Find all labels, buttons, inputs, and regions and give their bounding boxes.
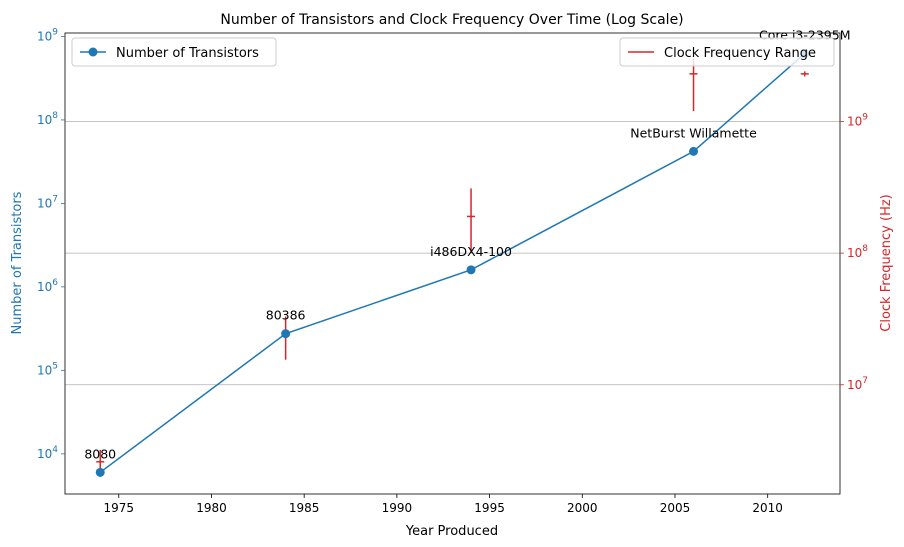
x-tick-label: 1980 <box>196 501 227 515</box>
x-tick-label: 2000 <box>567 501 598 515</box>
x-axis-label: Year Produced <box>405 524 498 539</box>
x-tick-label: 1995 <box>474 501 505 515</box>
legend-transistors-marker <box>88 47 98 57</box>
transistor-point <box>281 329 291 339</box>
plot-area-frame <box>64 32 841 495</box>
grid-lines <box>65 121 840 386</box>
right-axis-ticks: 107 108 109 <box>840 112 868 392</box>
x-tick-label: 1975 <box>103 501 134 515</box>
x-tick-label: 2010 <box>752 501 783 515</box>
point-label: 80386 <box>266 308 306 323</box>
left-tick-label: 105 <box>37 361 58 377</box>
point-annotations: 8080 80386 i486DX4-100 NetBurst Willamette C… <box>84 28 850 462</box>
left-tick-label: 109 <box>37 27 58 43</box>
left-tick-label: 108 <box>37 111 58 127</box>
left-tick-label: 106 <box>37 278 58 294</box>
right-tick-label: 107 <box>847 376 868 392</box>
transistor-point <box>95 467 105 477</box>
right-tick-label: 108 <box>847 244 868 260</box>
x-tick-label: 1985 <box>289 501 320 515</box>
transistor-point <box>689 146 699 156</box>
x-tick-label: 1990 <box>382 501 413 515</box>
left-tick-label: 104 <box>37 445 58 461</box>
x-tick-label: 2005 <box>660 501 691 515</box>
transistor-point <box>466 265 476 275</box>
legend-clock-label: Clock Frequency Range <box>664 46 816 61</box>
transistor-series <box>95 49 810 477</box>
left-y-axis-label: Number of Transistors <box>10 191 25 334</box>
right-tick-label: 109 <box>847 112 868 128</box>
legend-transistors: Number of Transistors <box>71 37 277 67</box>
legend-transistors-label: Number of Transistors <box>116 46 259 61</box>
legend-clock: Clock Frequency Range <box>619 37 835 67</box>
chart-title: Number of Transistors and Clock Frequenc… <box>220 12 683 28</box>
x-axis-ticks: 1975 1980 1985 1990 1995 2000 2005 2010 <box>103 494 783 515</box>
left-tick-label: 107 <box>37 194 58 210</box>
point-label: i486DX4-100 <box>430 244 512 259</box>
left-axis-ticks: 104 105 106 107 108 109 <box>37 27 65 461</box>
transistor-line <box>99 52 806 473</box>
right-y-axis-label: Clock Frequency (Hz) <box>879 194 894 331</box>
point-label: 8080 <box>84 446 116 461</box>
point-label: NetBurst Willamette <box>630 125 757 140</box>
